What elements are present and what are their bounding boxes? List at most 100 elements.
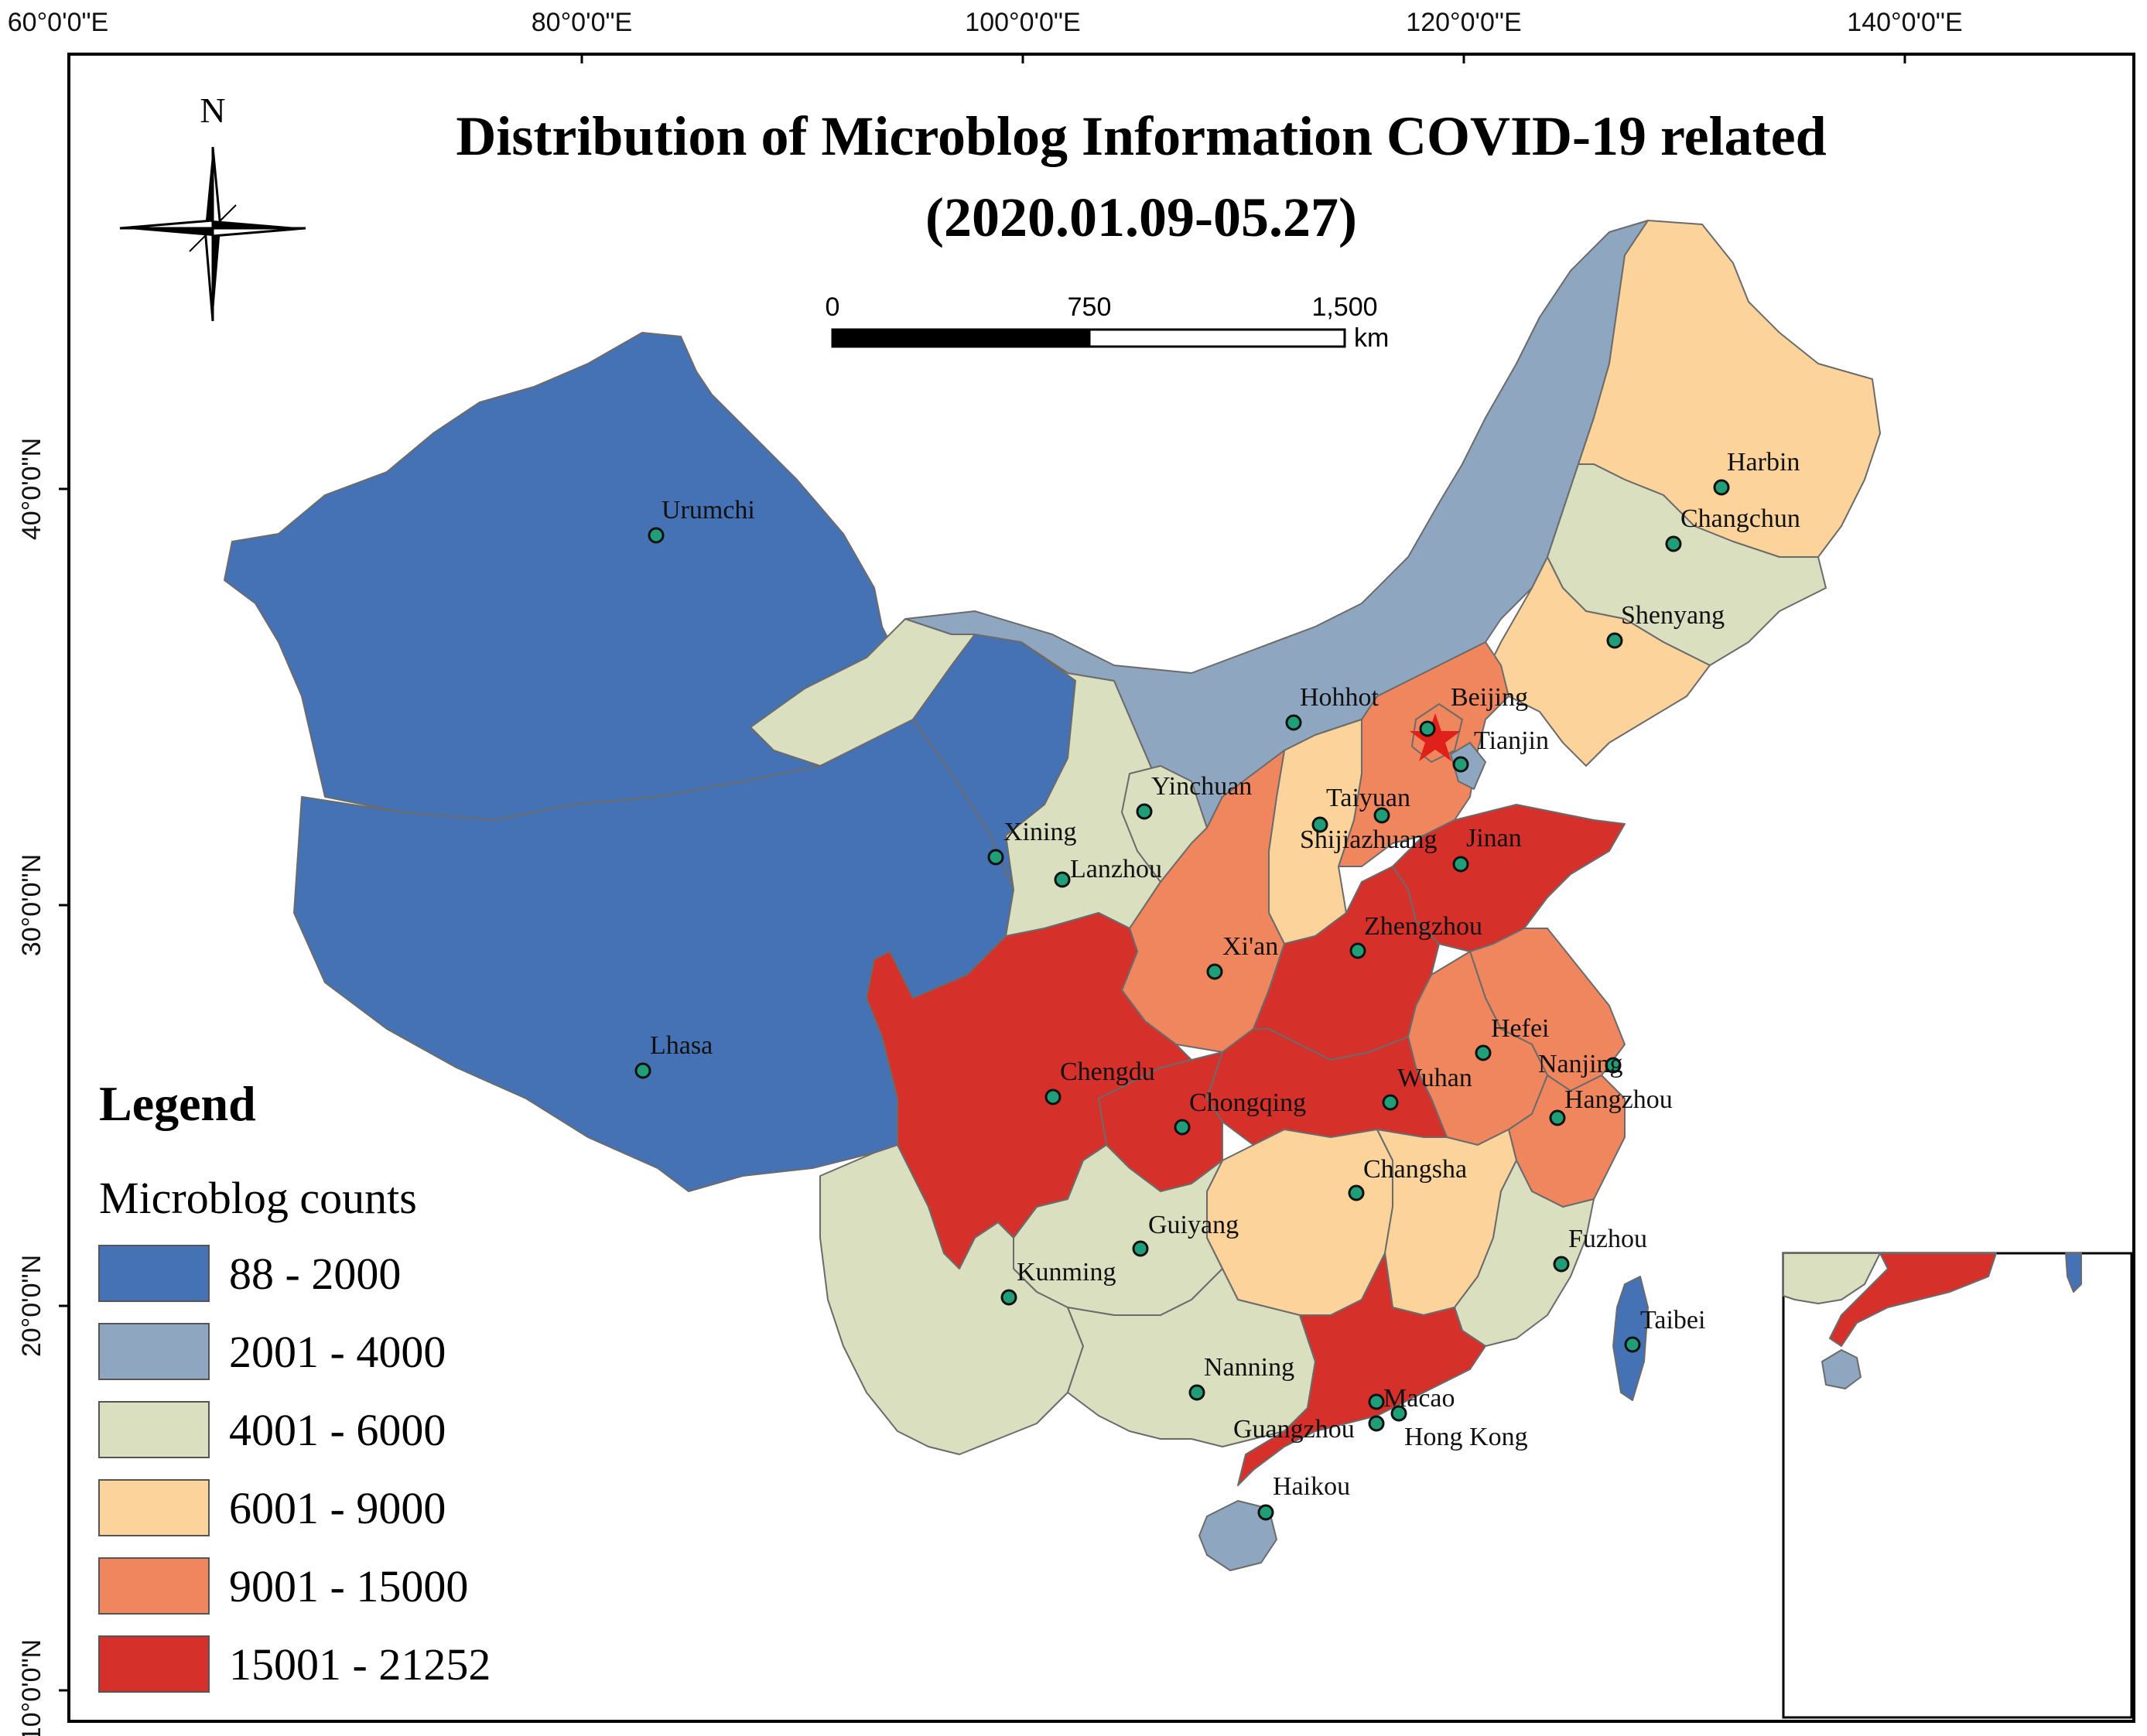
city-marker-lhasa [634, 1062, 651, 1079]
city-label-hong-kong: Hong Kong [1404, 1423, 1528, 1451]
lon-tick-100: 100°0'0"E [965, 8, 1080, 37]
city-label-nanning: Nanning [1204, 1353, 1294, 1382]
legend-swatch-4 [98, 1557, 210, 1615]
province-guangdong [1237, 1252, 1486, 1486]
city-label-guiyang: Guiyang [1148, 1211, 1239, 1239]
city-label-jinan: Jinan [1466, 824, 1522, 853]
legend-subtitle: Microblog counts [99, 1173, 417, 1223]
city-marker-shenyang [1606, 632, 1623, 649]
city-label-taiyuan: Taiyuan [1326, 784, 1410, 812]
scale-unit: km [1354, 323, 1389, 353]
city-marker-zhengzhou [1349, 942, 1366, 959]
legend-title: Legend [99, 1076, 256, 1131]
map-title-line1: Distribution of Microblog Information CO… [456, 105, 1826, 167]
city-label-guangzhou: Guangzhou [1233, 1415, 1355, 1444]
legend-swatch-5 [98, 1635, 210, 1693]
city-marker-guiyang [1132, 1240, 1149, 1257]
city-marker-taibei [1624, 1336, 1641, 1353]
city-marker-kunming [1000, 1289, 1017, 1306]
legend-label-0: 88 - 2000 [229, 1249, 401, 1299]
city-label-zhengzhou: Zhengzhou [1364, 912, 1482, 941]
city-label-lhasa: Lhasa [650, 1031, 713, 1060]
city-label-hohhot: Hohhot [1300, 683, 1379, 712]
city-label-beijing: Beijing [1451, 683, 1528, 712]
lat-tick-40: 40°0'0"N [17, 438, 46, 540]
scale-label-0: 0 [826, 292, 840, 322]
city-marker-taiyuan [1373, 807, 1390, 824]
legend-label-3: 6001 - 9000 [229, 1483, 446, 1533]
legend-label-4: 9001 - 15000 [229, 1561, 468, 1611]
city-marker-jinan [1452, 856, 1469, 873]
city-marker-lanzhou [1054, 871, 1071, 888]
city-marker-xining [987, 849, 1004, 866]
city-marker-harbin [1713, 479, 1730, 496]
city-label-hefei: Hefei [1491, 1014, 1550, 1043]
city-marker-fuzhou [1553, 1256, 1570, 1273]
inset-guangxi [1783, 1252, 1881, 1304]
city-marker-chongqing [1174, 1119, 1191, 1136]
city-label-tianjin: Tianjin [1474, 726, 1549, 755]
city-label-taibei: Taibei [1640, 1306, 1705, 1334]
scale-bar [831, 328, 1346, 348]
star-icon [1410, 713, 1461, 761]
legend-items: 88 - 2000 2001 - 4000 4001 - 6000 6001 - 90… [98, 1245, 491, 1693]
north-arrow-icon [119, 146, 306, 322]
city-marker-tianjin [1452, 756, 1469, 773]
city-marker-hong-kong [1390, 1405, 1407, 1422]
city-label-wuhan: Wuhan [1397, 1064, 1472, 1092]
city-label-kunming: Kunming [1017, 1258, 1116, 1287]
province-layer [224, 220, 1881, 1571]
north-label: N [200, 91, 225, 130]
inset-taiwan [2065, 1252, 2082, 1293]
legend-swatch-0 [98, 1245, 210, 1302]
city-marker-nanning [1188, 1384, 1205, 1401]
lat-tick-20: 20°0'0"N [17, 1255, 46, 1357]
legend-label-2: 4001 - 6000 [229, 1405, 446, 1455]
legend-label-5: 15001 - 21252 [229, 1639, 491, 1690]
legend-swatch-3 [98, 1479, 210, 1536]
city-label-chengdu: Chengdu [1060, 1058, 1155, 1086]
city-marker-wuhan [1382, 1094, 1399, 1111]
city-label-lanzhou: Lanzhou [1070, 855, 1162, 883]
city-marker-xi-an [1206, 963, 1223, 980]
city-layer: Urumchi Harbin Changchun Shenyang Hohhot Beij… [634, 448, 1800, 1521]
city-label-chongqing: Chongqing [1189, 1088, 1306, 1117]
inset-frame [1782, 1252, 2133, 1719]
lat-tick-10: 10°0'0"N [17, 1639, 46, 1736]
inset-hainan [1821, 1349, 1862, 1389]
map-title-line2: (2020.01.09-05.27) [925, 186, 1357, 248]
lon-tick-80: 80°0'0"E [532, 8, 632, 37]
city-marker-haikou [1257, 1504, 1274, 1521]
south-china-sea-inset [1783, 1252, 2082, 1389]
lon-tick-120: 120°0'0"E [1406, 8, 1521, 37]
scale-label-750: 750 [1068, 292, 1112, 322]
city-marker-nanjing [1605, 1057, 1622, 1074]
city-marker-shijiazhuang [1311, 816, 1328, 833]
lat-tick-30: 30°0'0"N [17, 854, 46, 956]
city-label-harbin: Harbin [1727, 448, 1800, 477]
city-label-nanjing: Nanjing [1538, 1050, 1623, 1078]
city-marker-beijing [1419, 720, 1436, 737]
city-label-yinchuan: Yinchuan [1151, 772, 1252, 801]
city-label-haikou: Haikou [1273, 1472, 1350, 1501]
city-marker-urumchi [648, 527, 665, 544]
city-label-changchun: Changchun [1680, 504, 1800, 533]
city-marker-yinchuan [1136, 803, 1153, 820]
city-label-xi-an: Xi'an [1222, 932, 1278, 961]
city-marker-guangzhou [1368, 1415, 1385, 1432]
legend-label-1: 2001 - 4000 [229, 1327, 446, 1377]
city-label-changsha: Changsha [1363, 1155, 1467, 1184]
city-label-urumchi: Urumchi [662, 496, 755, 525]
lon-tick-140: 140°0'0"E [1847, 8, 1962, 37]
legend-swatch-1 [98, 1323, 210, 1380]
scale-label-1500: 1,500 [1311, 292, 1377, 322]
map-frame [67, 53, 2135, 1723]
inset-guangdong [1829, 1252, 1997, 1347]
city-marker-changchun [1665, 535, 1682, 552]
province-hainan [1198, 1500, 1277, 1571]
legend-swatch-2 [98, 1401, 210, 1458]
city-label-shijiazhuang: Shijiazhuang [1300, 825, 1438, 854]
city-label-fuzhou: Fuzhou [1568, 1225, 1647, 1253]
city-marker-macao [1368, 1393, 1385, 1410]
